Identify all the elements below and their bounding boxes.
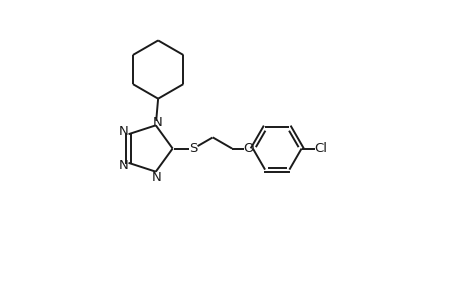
Text: N: N (119, 125, 129, 138)
Text: N: N (119, 159, 129, 172)
Text: O: O (243, 142, 253, 155)
Text: Cl: Cl (314, 142, 327, 155)
Text: N: N (151, 170, 161, 184)
Text: S: S (189, 142, 197, 155)
Text: N: N (152, 116, 162, 130)
